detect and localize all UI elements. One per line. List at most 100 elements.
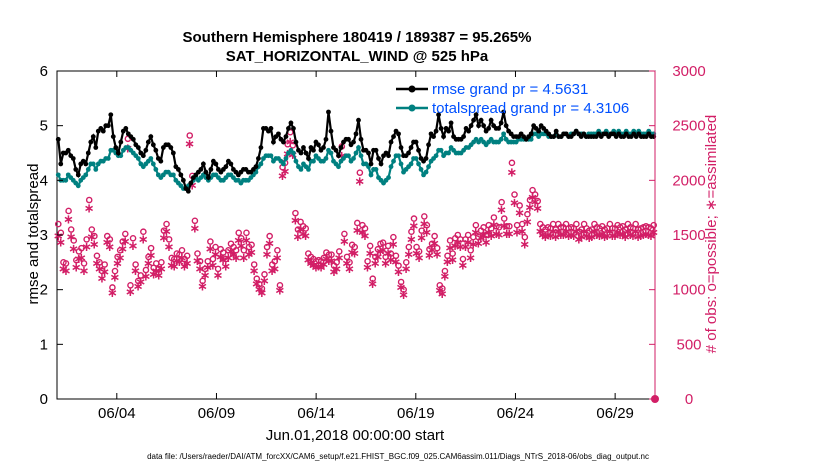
obs-possible-marker [526,196,534,204]
obs-assimilated-marker: ∗ [184,137,195,152]
obs-possible-marker [129,234,137,242]
obs-possible-marker [67,226,75,233]
totalspread-point [90,161,96,167]
obs-possible-marker [294,226,302,233]
rmse-point [293,139,299,145]
obs-possible-marker [204,257,212,265]
obs-assimilated-marker: ∗ [58,262,69,277]
obs-assimilated-marker: ∗ [499,219,510,234]
rmse-point [178,172,184,178]
obs-assimilated-marker: ∗ [370,256,381,271]
rmse-point [135,145,141,150]
totalspread-point [356,145,361,150]
legend-rmse-marker [408,85,416,93]
obs-assimilated-marker: ∗ [450,239,461,254]
rmse-point [328,128,334,134]
rmse-point [168,145,174,150]
obs-assimilated-marker: ∗ [543,228,554,243]
obs-assimilated-marker: ∗ [231,251,242,266]
x-tick-label: 06/04 [98,405,136,422]
obs-assimilated-marker: ∗ [483,226,494,241]
left-y-tick-label: 5 [40,118,48,135]
obs-possible-marker [343,253,351,261]
obs-possible-marker [170,255,178,263]
rmse-point [376,156,381,161]
totalspread-point [446,150,451,156]
plot-area: ∗∗∗∗∗∗∗∗∗∗∗∗∗∗∗∗∗∗∗∗∗∗∗∗∗∗∗∗∗∗∗∗∗∗∗∗∗∗∗∗… [53,70,659,400]
obs-assimilated-marker: ∗ [308,259,319,274]
obs-assimilated-marker: ∗ [406,232,417,247]
obs-possible-marker [271,257,279,265]
obs-assimilated-marker: ∗ [207,259,218,274]
obs-possible-marker [96,259,103,266]
obs-assimilated-marker: ∗ [491,227,502,242]
rmse-point [75,172,81,178]
obs-assimilated-marker: ∗ [465,251,476,266]
rmse-point [306,156,311,161]
totalspread-point [498,136,504,142]
obs-assimilated-marker: ∗ [537,228,548,243]
obs-assimilated-marker: ∗ [535,225,546,240]
obs-assimilated-marker: ∗ [205,242,216,257]
obs-assimilated-marker: ∗ [326,254,337,269]
obs-assimilated-marker: ∗ [439,269,450,284]
obs-assimilated-marker: ∗ [267,264,278,279]
totalspread-point [426,164,431,170]
totalspread-point [55,172,61,178]
totalspread-point [306,167,311,172]
rmse-point [466,128,471,134]
obs-assimilated-marker: ∗ [607,229,618,244]
obs-possible-marker [155,265,163,273]
obs-assimilated-marker: ∗ [275,284,286,299]
obs-possible-marker [196,257,204,265]
obs-possible-marker [235,229,243,237]
obs-assimilated-marker: ∗ [220,260,231,275]
obs-assimilated-marker: ∗ [311,261,322,276]
totalspread-point [268,153,274,159]
rmse-point [388,139,394,145]
obs-assimilated-marker: ∗ [151,264,162,279]
obs-possible-marker [364,257,371,265]
obs-assimilated-marker: ∗ [249,264,260,279]
obs-assimilated-marker: ∗ [633,230,644,245]
obs-possible-marker [333,259,340,266]
obs-possible-marker [366,242,374,250]
obs-assimilated-marker: ∗ [648,226,659,241]
rmse-point [438,125,444,131]
obs-assimilated-marker: ∗ [246,245,257,260]
obs-assimilated-marker: ∗ [641,227,652,242]
rmse-point [461,134,466,140]
obs-assimilated-marker: ∗ [174,255,185,270]
obs-possible-marker [353,219,361,227]
obs-assimilated-marker: ∗ [223,251,234,266]
rmse-point [496,125,502,131]
obs-assimilated-marker: ∗ [509,196,520,211]
rmse-point [503,123,509,129]
obs-assimilated-marker: ∗ [401,262,412,277]
rmse-point [486,125,492,131]
obs-possible-marker [431,232,438,240]
obs-assimilated-marker: ∗ [527,191,538,206]
left-y-tick-label: 2 [40,282,48,299]
rmse-point [321,145,326,150]
obs-possible-marker [503,222,511,230]
obs-assimilated-marker: ∗ [63,213,74,228]
obs-possible-marker [356,169,364,176]
obs-possible-marker [163,220,170,228]
obs-assimilated-marker: ∗ [215,250,226,265]
obs-assimilated-marker: ∗ [646,229,657,244]
obs-assimilated-marker: ∗ [519,238,530,253]
right-y-tick-label: 3000 [672,63,705,80]
obs-assimilated-marker: ∗ [530,195,541,210]
obs-possible-marker [116,247,124,254]
obs-assimilated-marker: ∗ [336,149,347,164]
totalspread-point [298,167,304,172]
rmse-point [478,117,484,123]
obs-assimilated-marker: ∗ [442,255,453,270]
obs-possible-marker [88,226,96,233]
obs-possible-marker [237,234,245,242]
rmse-point [198,167,204,172]
rmse-point [406,150,411,156]
obs-assimilated-marker: ∗ [553,225,564,240]
obs-possible-marker [346,259,353,266]
